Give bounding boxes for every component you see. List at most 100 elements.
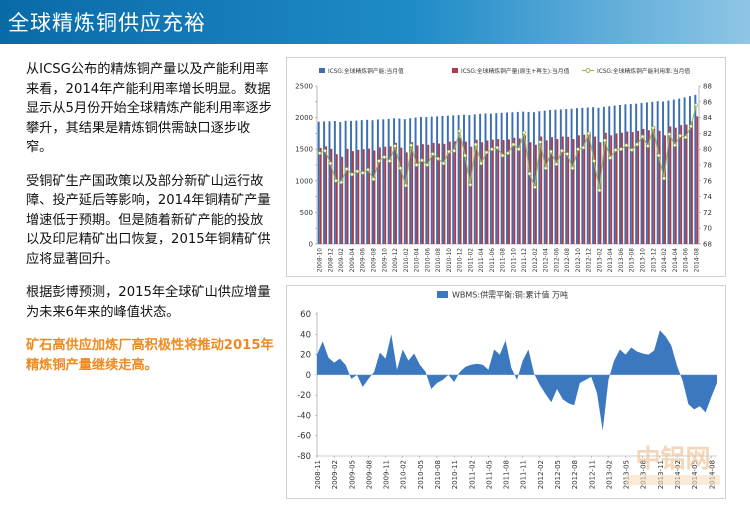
utilization-point	[452, 149, 456, 153]
utilization-point	[323, 149, 327, 153]
bar-capacity	[350, 120, 352, 244]
y-tick-label: 1500	[295, 146, 313, 154]
utilization-point	[350, 172, 354, 177]
title-bar: 全球精炼铜供应充裕	[0, 0, 750, 44]
x-tick-label: 2013-11	[657, 460, 665, 489]
bar-production	[615, 133, 618, 244]
legend-swatch	[319, 68, 325, 73]
x-tick-label: 2011-11	[520, 460, 528, 489]
y-tick-label: 2500	[295, 83, 313, 91]
x-tick-label: 2009-04	[350, 248, 356, 273]
bar-capacity	[436, 116, 439, 244]
utilization-point	[603, 138, 607, 143]
utilization-point	[387, 159, 392, 163]
bar-production	[411, 142, 414, 244]
bar-capacity	[656, 101, 659, 244]
x-tick-label: 2013-06	[619, 248, 625, 273]
utilization-point	[360, 171, 365, 175]
bar-capacity	[382, 119, 385, 244]
y-tick-label: 2000	[295, 114, 313, 122]
x-tick-label: 2012-08	[565, 248, 571, 273]
bar-capacity	[629, 104, 632, 245]
bar-production	[658, 130, 661, 244]
x-tick-label: 2014-05	[691, 460, 699, 489]
x-tick-label: 2009-06	[361, 248, 367, 273]
bar-production	[626, 131, 629, 244]
bar-capacity	[323, 121, 326, 244]
x-tick-label: 2013-05	[623, 460, 631, 489]
bar-production	[486, 140, 489, 244]
x-tick-label: 2009-02	[339, 248, 345, 273]
bar-production	[604, 132, 607, 244]
y-tick-label: 20	[300, 351, 311, 361]
bar-production	[685, 124, 688, 244]
utilization-point	[656, 153, 661, 158]
utilization-point	[366, 167, 370, 172]
bar-production	[545, 140, 548, 244]
bar-capacity	[608, 106, 611, 244]
utilization-point	[597, 188, 602, 193]
x-tick-label: 2009-12	[393, 248, 399, 273]
x-tick-label: 2014-06	[684, 248, 690, 273]
y-right-tick-label: 88	[703, 83, 712, 91]
bar-production	[448, 141, 451, 244]
utilization-point	[377, 159, 381, 163]
bar-capacity	[597, 107, 600, 244]
legend-marker	[585, 68, 591, 73]
x-tick-label: 2013-08	[640, 460, 648, 489]
utilization-point	[554, 162, 559, 166]
x-tick-label: 2014-02	[662, 248, 668, 273]
bar-production	[556, 139, 559, 244]
bar-production	[325, 146, 328, 244]
utilization-point	[473, 142, 478, 147]
bar-capacity	[570, 108, 573, 244]
y-right-tick-label: 76	[703, 177, 712, 185]
bar-production	[534, 144, 537, 244]
utilization-point	[560, 149, 564, 153]
bar-capacity	[516, 111, 519, 244]
bar-capacity	[495, 113, 498, 244]
x-tick-label: 2011-08	[501, 248, 507, 273]
bar-production	[599, 142, 602, 244]
utilization-point	[689, 124, 693, 129]
utilization-point	[678, 134, 682, 138]
x-tick-label: 2011-02	[468, 248, 474, 273]
x-tick-label: 2014-02	[674, 460, 682, 489]
bar-capacity	[441, 116, 444, 244]
utilization-point	[430, 152, 435, 156]
legend-label: WBMS:供需平衡:铜:累计值 万吨	[452, 290, 568, 300]
x-tick-label: 2011-10	[511, 248, 517, 273]
bar-production	[690, 121, 693, 244]
bar-production	[330, 148, 333, 244]
bar-capacity	[473, 114, 476, 244]
bar-production	[540, 136, 543, 244]
x-tick-label: 2013-02	[597, 248, 603, 273]
x-tick-label: 2010-08	[434, 460, 442, 489]
wbms-chart-svg: WBMS:供需平衡:铜:累计值 万吨 -80 -60 -40 -20 0 20 40 60 200…	[297, 290, 717, 489]
bar-capacity	[484, 113, 487, 244]
bar-capacity	[602, 106, 605, 244]
bar-production	[524, 135, 527, 244]
bar-production	[395, 142, 397, 244]
x-tick-label: 2013-12	[651, 248, 657, 273]
bar-production	[351, 151, 354, 244]
utilization-point	[683, 135, 688, 140]
x-tick-label: 2010-12	[458, 248, 464, 273]
bar-production	[341, 156, 344, 244]
x-tick-label: 2010-06	[425, 248, 431, 273]
utilization-point	[640, 134, 645, 139]
y-tick-label: 0	[309, 241, 313, 249]
bar-capacity	[635, 103, 638, 244]
x-tick-label: 2011-05	[485, 460, 493, 489]
utilization-point	[538, 140, 543, 144]
watermark-text: 中铝网	[635, 444, 710, 473]
y-tick-label: -80	[297, 452, 311, 462]
utilization-point	[619, 147, 623, 151]
bar-capacity	[328, 121, 331, 244]
bar-capacity	[554, 109, 557, 244]
bar-production	[497, 139, 500, 244]
bar-production	[389, 146, 392, 244]
y-right-tick-label: 70	[703, 225, 712, 233]
utilization-point	[511, 142, 516, 147]
legend-swatch	[437, 291, 448, 298]
